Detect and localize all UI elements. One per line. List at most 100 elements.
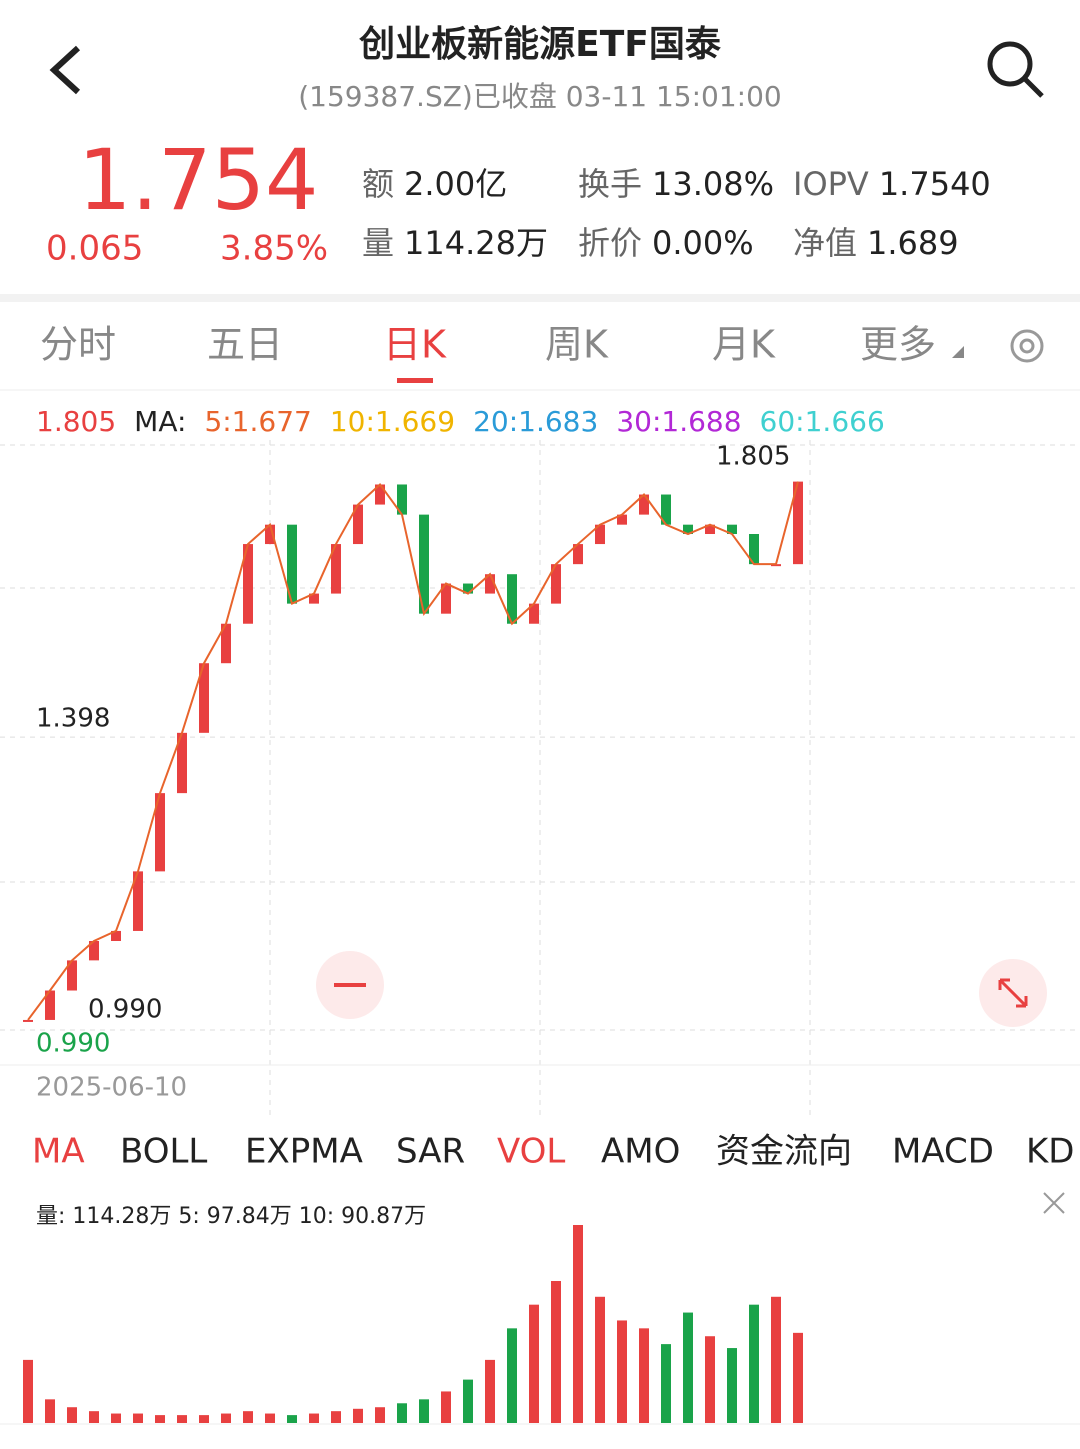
back-button[interactable] [49, 45, 81, 95]
indicator-tab[interactable]: SAR [396, 1132, 465, 1172]
candle [705, 524, 715, 535]
zoom-out-button[interactable] [316, 951, 384, 1019]
ma-item: 5:1.677 [204, 405, 311, 438]
volume-bar [265, 1413, 275, 1423]
candle [111, 930, 121, 941]
change: 0.065 [46, 229, 143, 269]
candle [661, 494, 671, 525]
candle [243, 544, 253, 624]
volume-bar [463, 1379, 473, 1423]
volume-bar [353, 1408, 363, 1423]
tab-underline [397, 378, 433, 383]
price: 1.754 [78, 131, 318, 229]
volume-bar [529, 1304, 539, 1423]
volume-bar [133, 1413, 143, 1423]
candle [639, 494, 649, 515]
tab[interactable]: 分时 [40, 323, 116, 367]
volume-bar [243, 1411, 253, 1423]
candle [67, 960, 77, 991]
volume-bar [639, 1328, 649, 1423]
volume-bar [573, 1225, 583, 1423]
ma-high: 1.805 [36, 405, 116, 438]
volume-legend: 量: 114.28万 5: 97.84万 10: 90.87万 [36, 1204, 426, 1229]
settings-button[interactable] [1010, 329, 1044, 363]
volume-bar [155, 1415, 165, 1423]
candle [155, 793, 165, 872]
ma-item: 60:1.666 [760, 405, 885, 438]
grid [0, 440, 1080, 1115]
stat-label: 换手 [578, 165, 642, 203]
stat-label: 量 [362, 224, 394, 262]
volume-bar [705, 1336, 715, 1423]
volume-bar [309, 1413, 319, 1423]
volume-bar [551, 1281, 561, 1423]
candle [177, 732, 187, 794]
candle [441, 583, 451, 614]
volume-bar [221, 1413, 231, 1423]
stat-value: 13.08% [652, 165, 774, 203]
indicator-tab[interactable]: MA [32, 1132, 85, 1172]
candle [419, 514, 429, 614]
candle [287, 524, 297, 604]
stat-value: 1.7540 [879, 165, 991, 203]
indicator-tab[interactable]: EXPMA [245, 1132, 363, 1172]
indicator-tab[interactable]: 资金流向 [716, 1132, 852, 1172]
candle [199, 663, 209, 733]
candle [375, 484, 385, 505]
stat-label: IOPV [793, 165, 869, 203]
volume-bar [507, 1328, 517, 1423]
volume-bar [419, 1399, 429, 1423]
candle [265, 524, 275, 545]
indicator-tab[interactable]: MACD [892, 1132, 994, 1172]
candle [23, 1019, 33, 1022]
ma-item: 10:1.669 [330, 405, 455, 438]
fullscreen-button[interactable] [979, 959, 1047, 1027]
volume-bar [177, 1415, 187, 1423]
volume-bar [617, 1320, 627, 1423]
candle [353, 504, 363, 545]
max-label: 1.805 [716, 442, 790, 472]
min-label-axis: 0.990 [36, 1029, 110, 1059]
volume-bar [793, 1332, 803, 1423]
tab[interactable]: 周K [545, 323, 609, 367]
stat-label: 净值 [793, 224, 857, 262]
search-button[interactable] [987, 41, 1044, 98]
start-date: 2025-06-10 [36, 1073, 187, 1103]
indicator-tab[interactable]: AMO [601, 1132, 680, 1172]
volume-bar [375, 1407, 385, 1423]
volume-bar [771, 1296, 781, 1423]
tab[interactable]: 日K [383, 323, 447, 367]
tab[interactable]: 五日 [207, 323, 283, 367]
min-label: 0.990 [88, 995, 162, 1025]
indicator-tab[interactable]: VOL [497, 1132, 565, 1172]
volume-bar [485, 1359, 495, 1423]
candle [463, 583, 473, 594]
candle [749, 534, 759, 565]
title: 创业板新能源ETF国泰 [359, 24, 722, 65]
divider [0, 294, 1080, 302]
close-button[interactable] [1043, 1192, 1065, 1214]
ma-item: 30:1.688 [616, 405, 741, 438]
volume-bar [727, 1348, 737, 1423]
stat-value: 1.689 [867, 224, 959, 262]
candle [331, 544, 341, 594]
candle [133, 871, 143, 931]
tab[interactable]: 更多 [860, 323, 936, 367]
volume-bar [397, 1403, 407, 1423]
stat-value: 2.00亿 [404, 165, 507, 203]
volume-bar [89, 1411, 99, 1423]
volume-bar [199, 1415, 209, 1423]
stat-value: 114.28万 [404, 224, 548, 262]
stat-label: 额 [362, 165, 394, 203]
tab[interactable]: 月K [712, 323, 776, 367]
candle [397, 484, 407, 515]
indicator-tab[interactable]: BOLL [120, 1132, 207, 1172]
ma-item: 20:1.683 [473, 405, 598, 438]
y-tick-label: 1.398 [36, 704, 110, 734]
candle [485, 574, 495, 594]
volume-bar [661, 1344, 671, 1423]
dropdown-icon [952, 346, 964, 358]
indicator-tab[interactable]: KD [1026, 1132, 1074, 1172]
volume-bar [595, 1296, 605, 1423]
